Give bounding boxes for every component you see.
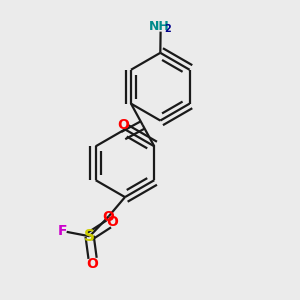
Text: S: S: [84, 229, 95, 244]
Text: O: O: [102, 210, 114, 224]
Text: NH: NH: [149, 20, 170, 33]
Text: F: F: [58, 224, 67, 238]
Text: O: O: [117, 118, 129, 132]
Text: O: O: [87, 257, 98, 271]
Text: O: O: [106, 214, 118, 229]
Text: 2: 2: [164, 24, 171, 34]
